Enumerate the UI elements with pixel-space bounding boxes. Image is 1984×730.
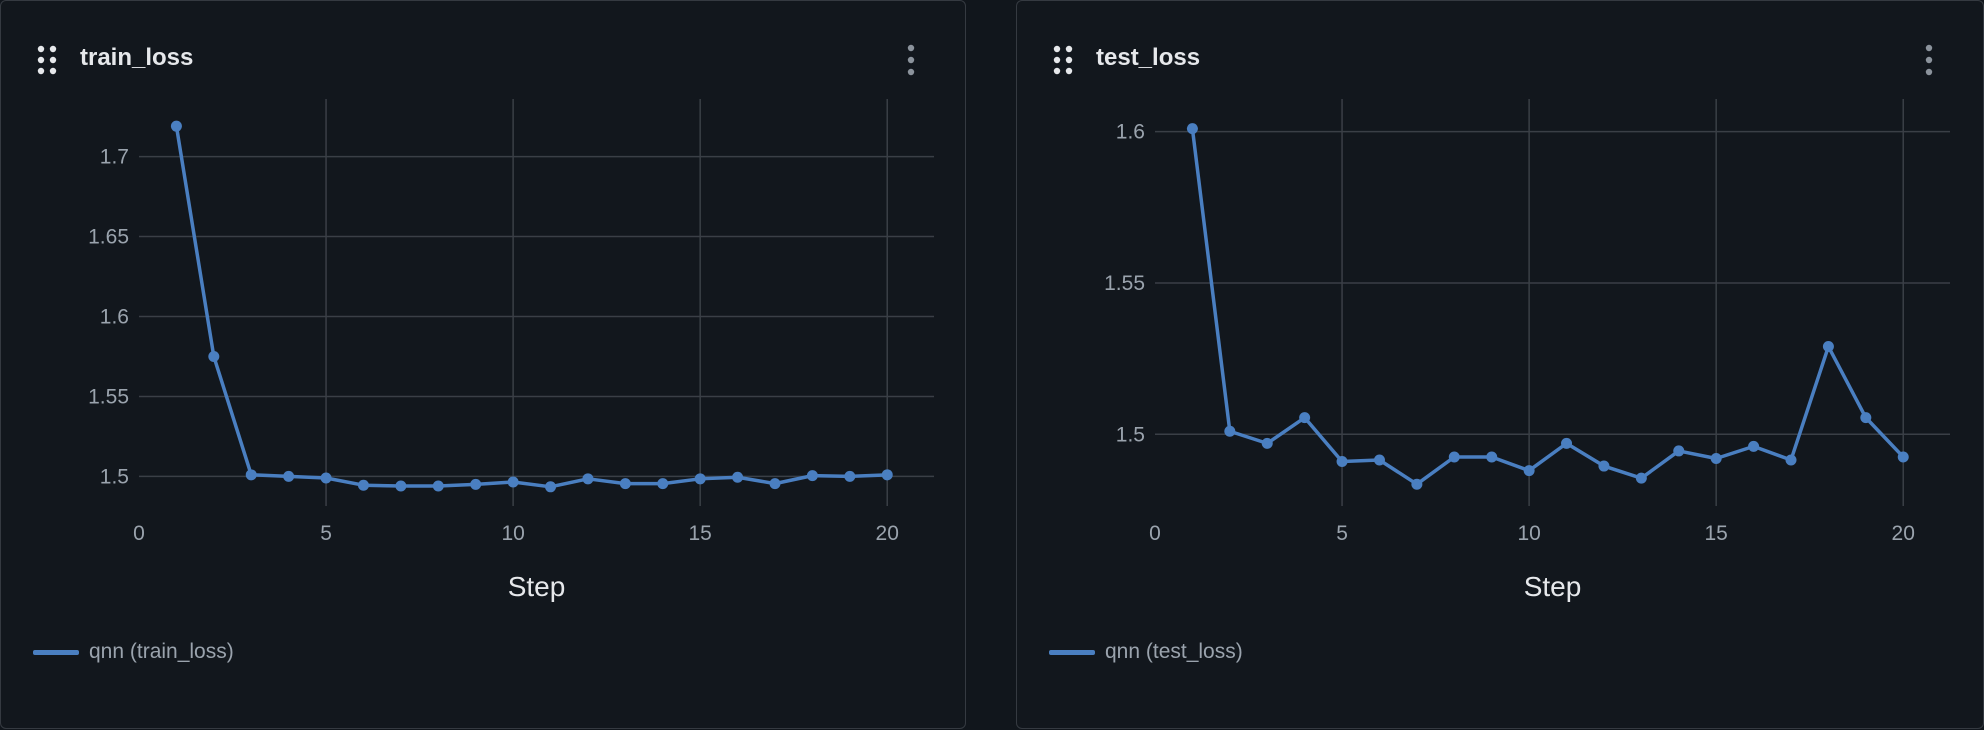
data-point — [732, 471, 744, 483]
x-axis-label: Step — [508, 571, 566, 602]
series-line — [174, 125, 888, 489]
data-point — [1598, 460, 1610, 472]
data-point — [1785, 454, 1797, 466]
data-point — [1710, 452, 1722, 464]
series-line — [1190, 128, 1905, 486]
data-point — [1897, 451, 1909, 463]
y-tick-label: 1.7 — [100, 146, 129, 169]
data-point — [395, 480, 407, 492]
data-point — [619, 478, 631, 490]
train-loss-chart: 0 5 10 15 20 1.5 1.55 1.6 1.65 1.7 Step — [88, 99, 934, 602]
legend[interactable]: qnn (train_loss) — [33, 639, 234, 665]
x-tick-label: 0 — [133, 522, 145, 545]
data-point — [1261, 437, 1273, 449]
data-point — [582, 473, 594, 485]
x-tick-label: 10 — [501, 522, 524, 545]
data-point — [881, 469, 893, 481]
data-point — [844, 470, 856, 482]
data-point — [1336, 456, 1348, 468]
data-point — [245, 469, 257, 481]
data-point — [170, 120, 182, 132]
data-point — [1486, 451, 1498, 463]
panel-title: train_loss — [80, 44, 194, 71]
data-point — [283, 470, 295, 482]
data-point — [545, 481, 557, 493]
data-point — [1299, 412, 1311, 424]
more-vertical-icon[interactable] — [1923, 44, 1935, 76]
data-point — [1523, 465, 1535, 477]
data-point — [1635, 472, 1647, 484]
x-tick-label: 0 — [1149, 522, 1161, 545]
y-tick-label: 1.55 — [88, 385, 129, 408]
legend-swatch — [33, 649, 79, 655]
y-tick-label: 1.55 — [1104, 272, 1145, 295]
x-tick-label: 5 — [1336, 522, 1348, 545]
y-tick-label: 1.5 — [100, 465, 129, 488]
data-point — [694, 473, 706, 485]
y-tick-label: 1.5 — [1116, 423, 1145, 446]
data-point — [657, 478, 669, 490]
data-point — [208, 350, 220, 362]
x-tick-label: 15 — [1704, 522, 1727, 545]
x-tick-label: 15 — [688, 522, 711, 545]
data-point — [1561, 437, 1573, 449]
x-tick-label: 10 — [1517, 522, 1540, 545]
legend-swatch — [1049, 649, 1095, 655]
data-point — [769, 478, 781, 490]
drag-handle-icon[interactable] — [37, 45, 57, 75]
x-tick-label: 5 — [320, 522, 332, 545]
panel-header: test_loss — [1017, 1, 1983, 121]
data-point — [1186, 123, 1198, 135]
test-loss-panel: test_loss 0 5 10 15 20 1.5 1.55 1.6 Step qnn (te… — [1016, 0, 1984, 729]
data-point — [1860, 412, 1872, 424]
drag-handle-icon[interactable] — [1053, 45, 1073, 75]
x-axis-label: Step — [1524, 571, 1582, 602]
data-point — [806, 470, 818, 482]
train-loss-panel: train_loss 0 5 10 15 20 1.5 1.55 1.6 1.65 1.7 Step… — [0, 0, 966, 729]
y-tick-label: 1.65 — [88, 226, 129, 249]
legend[interactable]: qnn (test_loss) — [1049, 639, 1243, 665]
y-tick-label: 1.6 — [1116, 121, 1145, 144]
more-vertical-icon[interactable] — [905, 44, 917, 76]
panel-header: train_loss — [1, 1, 965, 121]
data-point — [1411, 478, 1423, 490]
data-point — [357, 479, 369, 491]
data-point — [320, 472, 332, 484]
data-point — [470, 478, 482, 490]
data-point — [432, 480, 444, 492]
data-point — [1748, 440, 1760, 452]
test-loss-chart: 0 5 10 15 20 1.5 1.55 1.6 Step — [1104, 99, 1950, 602]
data-point — [507, 476, 519, 488]
data-point — [1448, 451, 1460, 463]
panel-title: test_loss — [1096, 44, 1201, 71]
data-point — [1373, 454, 1385, 466]
x-tick-label: 20 — [1892, 522, 1915, 545]
y-tick-label: 1.6 — [100, 305, 129, 328]
data-point — [1822, 341, 1834, 353]
legend-label: qnn (test_loss) — [1105, 640, 1243, 663]
data-point — [1673, 445, 1685, 457]
legend-label: qnn (train_loss) — [89, 640, 234, 663]
x-tick-label: 20 — [876, 522, 899, 545]
data-point — [1224, 425, 1236, 437]
